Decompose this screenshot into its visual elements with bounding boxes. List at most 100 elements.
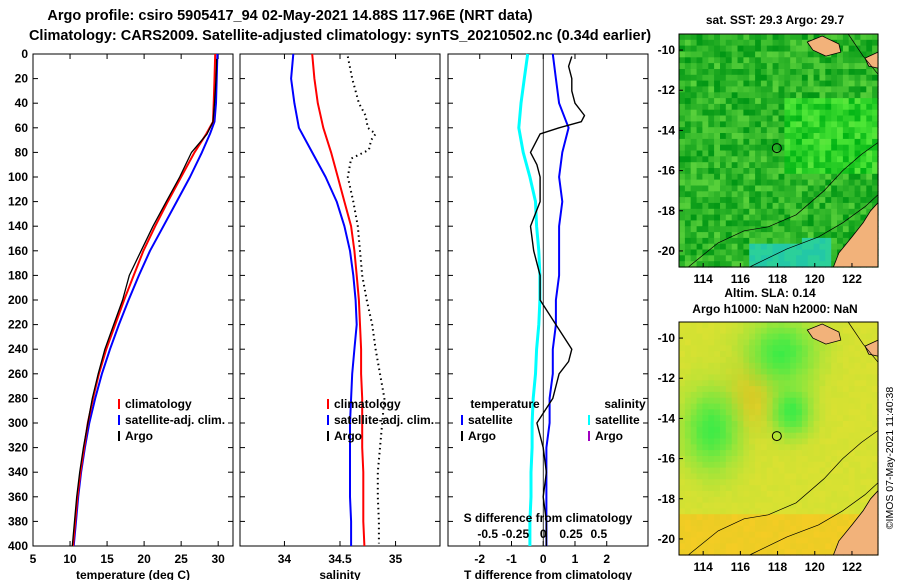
map-pixel — [778, 80, 785, 87]
map-pixel — [831, 386, 838, 393]
map-pixel — [801, 386, 809, 393]
map-pixel — [842, 403, 850, 410]
map-pixel — [819, 426, 826, 434]
map-pixel — [807, 51, 815, 58]
x-tick-label: 20 — [137, 552, 151, 566]
map-pixel — [702, 220, 709, 227]
map-pixel — [714, 121, 721, 128]
map-pixel — [819, 438, 826, 445]
map-pixel — [760, 333, 768, 340]
map-pixel — [825, 208, 832, 216]
map-pixel — [708, 232, 715, 239]
map-pixel — [848, 226, 856, 233]
map-pixel — [860, 339, 867, 346]
map-pixel — [743, 409, 750, 416]
map-pixel — [848, 485, 856, 492]
map-pixel — [684, 520, 692, 527]
map-pixel — [684, 531, 692, 539]
map-pixel — [825, 386, 832, 393]
map-pixel — [690, 39, 698, 47]
map-pixel — [872, 322, 879, 329]
map-pixel — [737, 45, 744, 52]
map-pixel — [831, 69, 838, 76]
map-pixel — [766, 98, 774, 105]
map-pixel — [860, 138, 867, 146]
map-pixel — [749, 45, 756, 52]
map-pixel — [842, 80, 850, 87]
map-pixel — [778, 549, 785, 556]
map-pixel — [872, 386, 879, 393]
map-pixel — [755, 150, 762, 157]
map-pixel — [743, 456, 750, 463]
map-pixel — [790, 156, 797, 163]
map-pixel — [825, 549, 832, 556]
map-pixel — [819, 479, 826, 486]
map-pixel — [860, 485, 867, 492]
map-pixel — [743, 179, 750, 186]
map-pixel — [690, 327, 698, 335]
map-pixel — [743, 232, 750, 239]
map-pixel — [766, 496, 774, 504]
map-pixel — [860, 374, 867, 381]
map-pixel — [708, 162, 715, 169]
map-pixel — [784, 191, 791, 198]
map-pixel — [801, 45, 809, 52]
map-pixel — [784, 490, 791, 498]
map-pixel — [796, 391, 803, 399]
map-pixel — [778, 409, 785, 416]
map-pixel — [801, 421, 809, 428]
map-pixel — [766, 74, 774, 82]
map-pixel — [842, 502, 850, 509]
map-pixel — [702, 473, 709, 480]
map-pixel — [696, 450, 704, 457]
map-pixel — [766, 467, 774, 474]
lat-tick-label: -12 — [658, 83, 676, 97]
map-pixel — [772, 237, 780, 245]
map-pixel — [819, 185, 826, 192]
map-pixel — [755, 92, 762, 99]
top-tick-label: -0.25 — [502, 527, 530, 541]
map-pixel — [690, 208, 698, 216]
map-pixel — [784, 173, 791, 181]
map-pixel — [807, 537, 815, 544]
map-pixel — [731, 345, 739, 352]
map-pixel — [837, 391, 844, 399]
map-pixel — [842, 208, 850, 216]
map-pixel — [679, 237, 686, 245]
map-pixel — [755, 473, 762, 480]
map-pixel — [696, 514, 704, 521]
map-pixel — [720, 237, 727, 245]
map-pixel — [737, 191, 744, 198]
map-pixel — [860, 450, 867, 457]
map-pixel — [790, 127, 797, 134]
map-pixel — [749, 57, 756, 64]
map-pixel — [743, 473, 750, 480]
map-pixel — [749, 368, 756, 375]
map-pixel — [708, 525, 715, 533]
map-pixel — [684, 426, 692, 434]
map-pixel — [725, 514, 733, 521]
map-pixel — [737, 226, 744, 233]
map-pixel — [842, 34, 850, 41]
map-pixel — [743, 39, 750, 47]
map-pixel — [860, 168, 867, 175]
map-pixel — [784, 98, 791, 105]
map-pixel — [854, 39, 862, 47]
map-pixel — [737, 220, 744, 227]
map-pixel — [725, 432, 733, 440]
map-pixel — [679, 502, 686, 509]
map-pixel — [749, 322, 756, 329]
map-pixel — [720, 362, 727, 370]
map-pixel — [831, 74, 838, 82]
map-pixel — [679, 490, 686, 498]
map-pixel — [819, 232, 826, 239]
map-pixel — [854, 508, 862, 515]
map-pixel — [819, 133, 826, 140]
x-tick-label: 30 — [212, 552, 226, 566]
map-pixel — [708, 432, 715, 440]
map-pixel — [702, 514, 709, 521]
map-pixel — [842, 138, 850, 146]
map-pixel — [755, 380, 762, 387]
bathymetry-contour — [688, 142, 879, 268]
map-pixel — [696, 362, 704, 370]
